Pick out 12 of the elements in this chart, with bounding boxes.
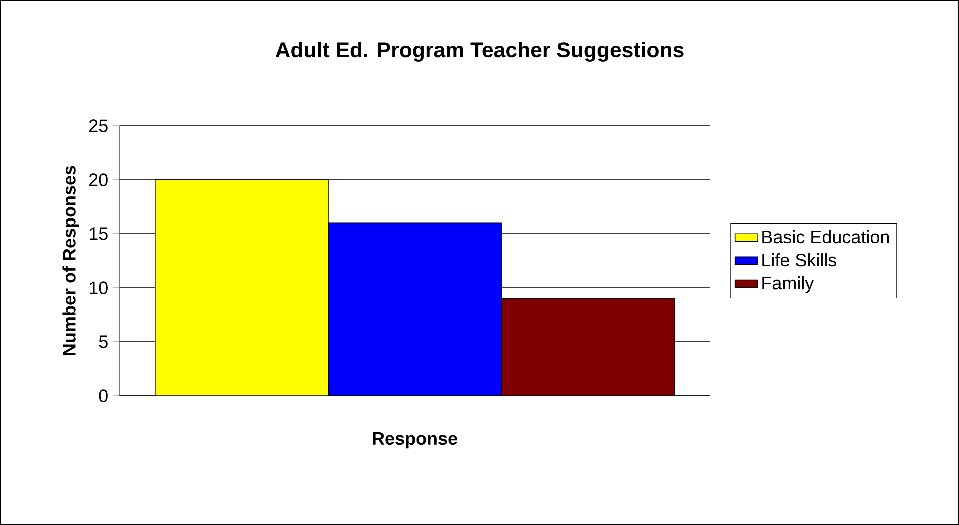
y-tick-label: 10 (90, 282, 108, 294)
y-tick-label: 5 (99, 336, 108, 348)
legend-label: Family (762, 276, 814, 294)
chart-title: Adult Ed. Program Teacher Suggestions (276, 42, 684, 62)
y-tick-label: 15 (90, 228, 108, 240)
x-axis-title: Response (373, 432, 458, 449)
legend-label: Life Skills (762, 253, 837, 267)
legend-label: Basic Education (762, 230, 890, 244)
y-tick-label: 25 (90, 120, 108, 132)
y-axis-title: Number of Responses (62, 166, 80, 356)
y-tick-label: 20 (90, 174, 108, 186)
y-tick-label: 0 (99, 390, 108, 402)
